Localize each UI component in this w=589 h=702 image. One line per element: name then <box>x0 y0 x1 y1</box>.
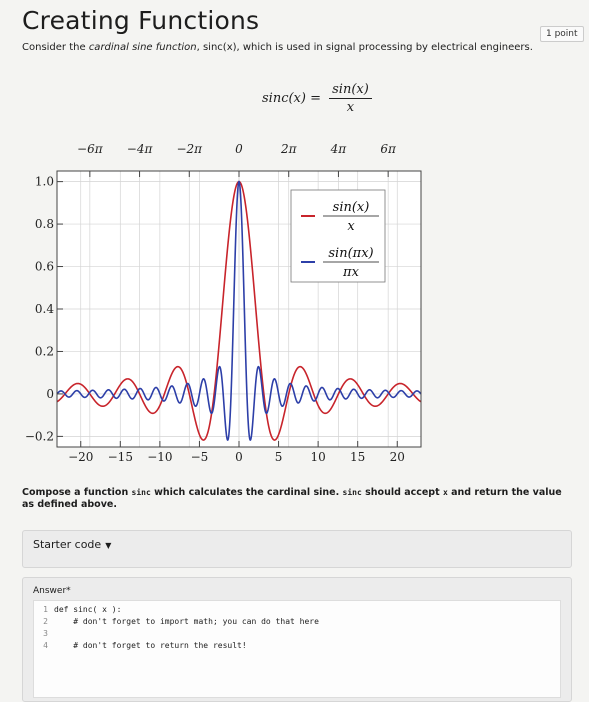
top-tick-label: −4π <box>127 142 154 156</box>
code-text: # don't forget to import math; you can d… <box>54 617 319 626</box>
code-text: def sinc( x ): <box>54 605 122 614</box>
top-tick-label: 4π <box>330 142 348 156</box>
code-text: # don't forget to return the result! <box>54 641 247 650</box>
intro-italic: cardinal sine function <box>88 42 197 53</box>
code-editor[interactable]: 1 def sinc( x ): 2 # don't forget to impo… <box>33 600 561 698</box>
sinc-formula: sinc(x) = sin(x) x <box>262 82 372 115</box>
x-tick-label: 0 <box>235 450 243 464</box>
code-line: 1 def sinc( x ): <box>34 605 121 617</box>
starter-code-toggle[interactable]: Starter code ▼ <box>33 538 111 551</box>
y-tick-label: 0.4 <box>35 302 54 316</box>
x-tick-label: −15 <box>108 450 133 464</box>
y-tick-label: 0.8 <box>35 217 54 231</box>
top-tick-label: 0 <box>235 142 243 156</box>
y-tick-label: 1.0 <box>35 175 54 189</box>
points-badge: 1 point <box>540 26 584 42</box>
caret-down-icon: ▼ <box>105 541 112 550</box>
legend-numerator-1: sin(x) <box>333 200 370 215</box>
line-number: 3 <box>43 629 48 638</box>
prompt-part-c: should accept <box>361 487 443 498</box>
formula-denominator: x <box>346 100 355 115</box>
starter-code-label: Starter code <box>33 538 102 551</box>
legend-denominator-1: x <box>347 219 355 234</box>
top-tick-label: 2π <box>280 142 298 156</box>
intro-before: Consider the <box>22 42 89 53</box>
y-tick-label: −0.2 <box>25 429 54 443</box>
top-tick-label: −6π <box>77 142 104 156</box>
x-tick-label: −10 <box>147 450 172 464</box>
formula-fraction: sin(x) x <box>329 82 372 115</box>
top-tick-label: 6π <box>380 142 397 156</box>
starter-code-panel: Starter code ▼ <box>22 530 572 568</box>
code-line: 2 # don't forget to import math; you can… <box>34 617 319 629</box>
code-line: 3 <box>34 629 54 641</box>
prompt-code-sinc-2: sinc <box>342 488 362 497</box>
chart-axes: −20 −15 −10 −5 0 5 10 15 20 −6π −4π −2π 0 2π 4π 6π 1.0 0.… <box>25 142 422 464</box>
legend-numerator-2: sin(πx) <box>328 246 373 261</box>
x-tick-label: −20 <box>68 450 93 464</box>
y-tick-label: 0.2 <box>35 344 54 358</box>
line-number: 4 <box>43 641 48 650</box>
y-tick-label: 0.6 <box>35 260 54 274</box>
answer-label: Answer* <box>33 586 71 596</box>
x-tick-label: 15 <box>350 450 365 464</box>
intro-after: , sinc(x), which is used in signal proce… <box>196 42 533 53</box>
intro-text: Consider the cardinal sine function, sin… <box>22 42 533 53</box>
x-tick-label: 10 <box>310 450 325 464</box>
x-tick-label: −5 <box>191 450 209 464</box>
prompt-part-b: which calculates the cardinal sine. <box>150 487 343 498</box>
prompt-code-x: x <box>442 488 448 497</box>
page-title: Creating Functions <box>22 6 260 35</box>
x-tick-label: 5 <box>275 450 283 464</box>
prompt-code-sinc: sinc <box>131 488 151 497</box>
task-prompt: Compose a function sinc which calculates… <box>22 487 572 511</box>
formula-numerator: sin(x) <box>329 82 372 99</box>
sinc-chart: −20 −15 −10 −5 0 5 10 15 20 −6π −4π −2π 0 2π 4π 6π 1.0 0.… <box>25 142 422 464</box>
formula-lhs: sinc(x) = <box>262 91 321 106</box>
x-tick-label: 20 <box>390 450 405 464</box>
prompt-part-a: Compose a function <box>22 487 132 498</box>
code-line: 4 # don't forget to return the result! <box>34 641 247 653</box>
line-number: 2 <box>43 617 48 626</box>
line-number: 1 <box>43 605 48 614</box>
top-tick-label: −2π <box>176 142 203 156</box>
y-tick-label: 0 <box>46 387 54 401</box>
chart-lines <box>56 180 422 441</box>
legend-denominator-2: πx <box>342 265 360 280</box>
chart-legend: sin(x) x sin(πx) πx <box>290 189 386 283</box>
prompt-part-d: and return the value as defined above. <box>22 487 562 510</box>
legend-box <box>290 189 386 283</box>
series-line-2 <box>56 180 422 441</box>
answer-panel: Answer* 1 def sinc( x ): 2 # don't forget… <box>22 577 572 702</box>
